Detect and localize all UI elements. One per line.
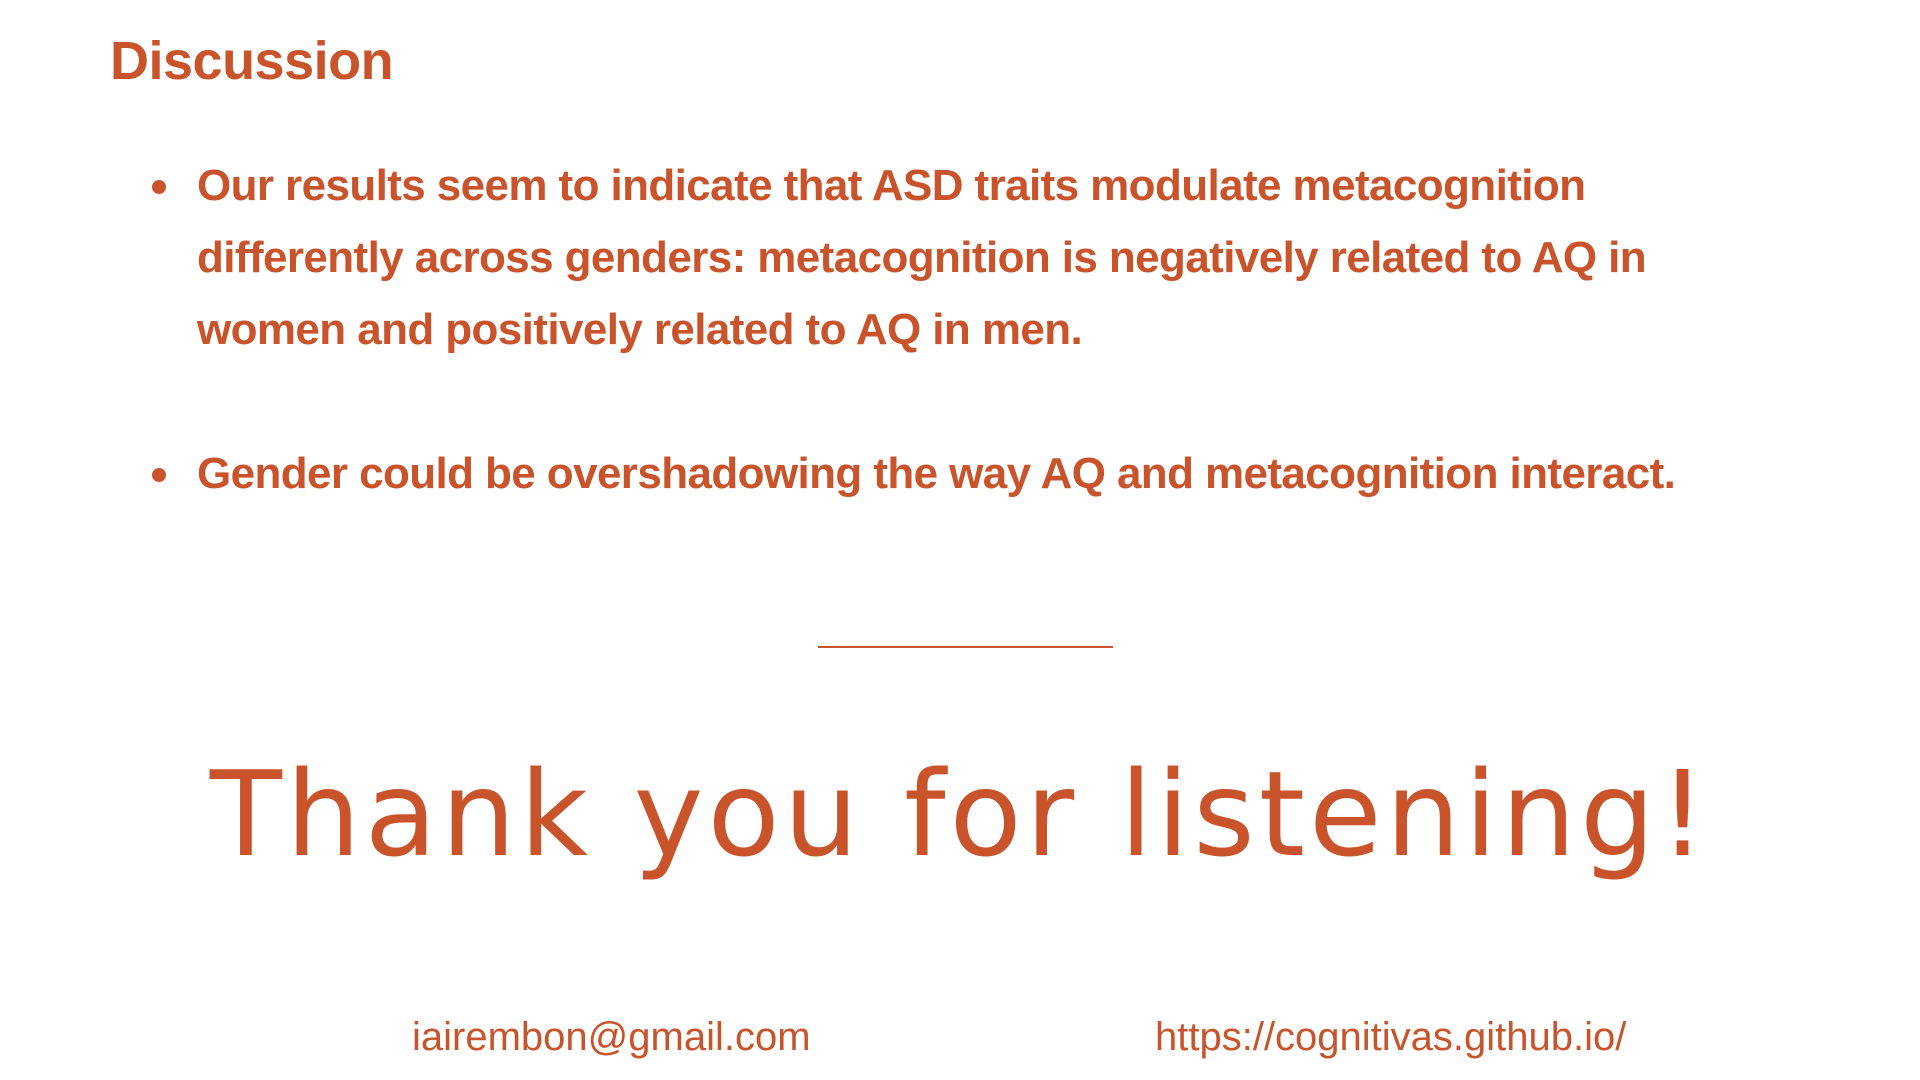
- closing-message: Thank you for listening!: [209, 745, 1711, 883]
- bullet-dot-icon: [152, 468, 166, 482]
- slide-title: Discussion: [110, 31, 394, 91]
- bullet-dot-icon: [152, 180, 166, 194]
- bullet-text: Gender could be overshadowing the way AQ…: [197, 449, 1676, 498]
- bullet-text: Our results seem to indicate that ASD tr…: [197, 161, 1647, 354]
- email-link[interactable]: iairembon@gmail.com: [412, 1015, 811, 1059]
- bullet-list: Our results seem to indicate that ASD tr…: [140, 150, 1780, 510]
- bullet-item-gender: Gender could be overshadowing the way AQ…: [140, 438, 1780, 510]
- website-link[interactable]: https://cognitivas.github.io/: [1155, 1015, 1627, 1059]
- bullet-item-results: Our results seem to indicate that ASD tr…: [140, 150, 1780, 366]
- divider-line: [818, 646, 1113, 648]
